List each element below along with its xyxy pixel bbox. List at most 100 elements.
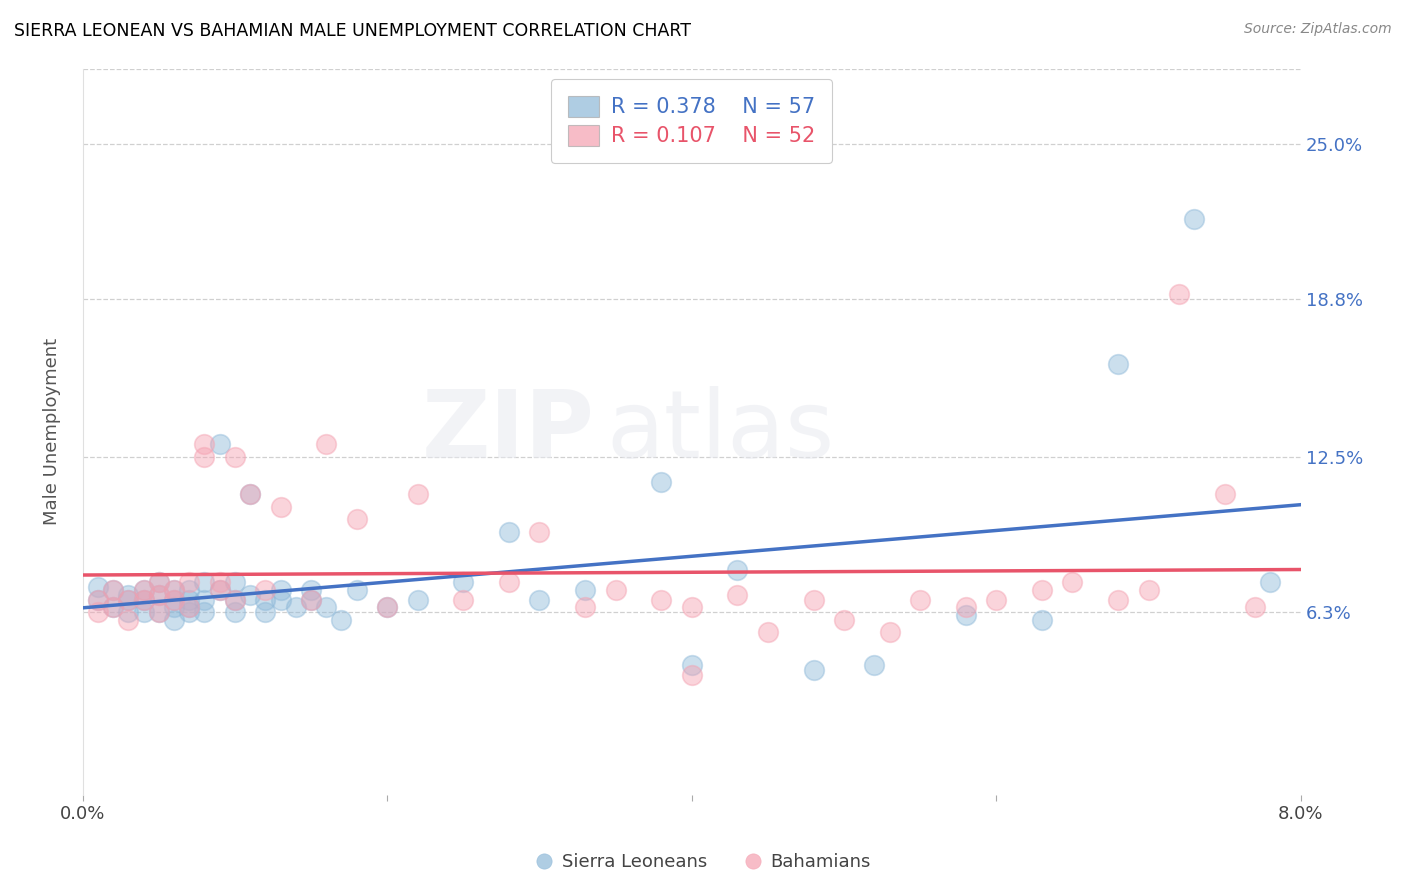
Point	[193, 437, 215, 451]
Point	[132, 582, 155, 597]
Point	[148, 588, 170, 602]
Point	[148, 575, 170, 590]
Point	[148, 575, 170, 590]
Text: ZIP: ZIP	[422, 386, 595, 478]
Point	[1062, 575, 1084, 590]
Legend: Sierra Leoneans, Bahamians: Sierra Leoneans, Bahamians	[527, 847, 879, 879]
Point	[224, 592, 246, 607]
Point	[681, 657, 703, 672]
Point	[375, 600, 398, 615]
Point	[208, 582, 231, 597]
Point	[1244, 600, 1267, 615]
Point	[193, 450, 215, 464]
Point	[87, 592, 110, 607]
Point	[132, 592, 155, 607]
Point	[148, 588, 170, 602]
Point	[117, 605, 139, 619]
Point	[239, 487, 262, 501]
Point	[87, 592, 110, 607]
Point	[574, 600, 596, 615]
Point	[270, 592, 292, 607]
Point	[284, 600, 307, 615]
Point	[650, 592, 672, 607]
Point	[330, 613, 353, 627]
Point	[756, 625, 779, 640]
Point	[179, 575, 201, 590]
Point	[270, 500, 292, 514]
Point	[879, 625, 901, 640]
Point	[148, 605, 170, 619]
Point	[132, 582, 155, 597]
Point	[179, 592, 201, 607]
Point	[224, 575, 246, 590]
Y-axis label: Male Unemployment: Male Unemployment	[44, 338, 60, 525]
Point	[453, 575, 475, 590]
Point	[179, 605, 201, 619]
Point	[375, 600, 398, 615]
Point	[529, 524, 551, 539]
Point	[498, 524, 520, 539]
Point	[224, 605, 246, 619]
Point	[315, 600, 337, 615]
Point	[986, 592, 1008, 607]
Point	[346, 582, 368, 597]
Point	[239, 487, 262, 501]
Point	[299, 592, 322, 607]
Point	[1258, 575, 1281, 590]
Point	[179, 582, 201, 597]
Point	[529, 592, 551, 607]
Point	[1107, 357, 1129, 371]
Point	[163, 582, 186, 597]
Point	[299, 592, 322, 607]
Point	[1168, 287, 1191, 301]
Point	[254, 582, 277, 597]
Point	[117, 592, 139, 607]
Point	[208, 437, 231, 451]
Text: SIERRA LEONEAN VS BAHAMIAN MALE UNEMPLOYMENT CORRELATION CHART: SIERRA LEONEAN VS BAHAMIAN MALE UNEMPLOY…	[14, 22, 692, 40]
Point	[224, 592, 246, 607]
Point	[955, 600, 977, 615]
Point	[239, 588, 262, 602]
Text: Source: ZipAtlas.com: Source: ZipAtlas.com	[1244, 22, 1392, 37]
Point	[208, 575, 231, 590]
Point	[498, 575, 520, 590]
Point	[117, 613, 139, 627]
Point	[254, 605, 277, 619]
Point	[681, 668, 703, 682]
Point	[346, 512, 368, 526]
Point	[650, 475, 672, 489]
Point	[117, 588, 139, 602]
Point	[101, 582, 124, 597]
Point	[208, 582, 231, 597]
Point	[179, 600, 201, 615]
Point	[193, 592, 215, 607]
Point	[863, 657, 886, 672]
Point	[1213, 487, 1236, 501]
Point	[803, 592, 825, 607]
Point	[908, 592, 931, 607]
Point	[224, 450, 246, 464]
Point	[1137, 582, 1160, 597]
Point	[406, 487, 429, 501]
Point	[803, 663, 825, 677]
Point	[453, 592, 475, 607]
Point	[117, 592, 139, 607]
Point	[574, 582, 596, 597]
Point	[681, 600, 703, 615]
Point	[725, 563, 748, 577]
Point	[254, 592, 277, 607]
Point	[179, 600, 201, 615]
Point	[270, 582, 292, 597]
Point	[193, 575, 215, 590]
Point	[955, 607, 977, 622]
Point	[1107, 592, 1129, 607]
Point	[101, 600, 124, 615]
Text: atlas: atlas	[606, 386, 835, 478]
Point	[163, 582, 186, 597]
Point	[87, 605, 110, 619]
Point	[87, 580, 110, 594]
Point	[163, 600, 186, 615]
Point	[132, 605, 155, 619]
Point	[101, 582, 124, 597]
Point	[725, 588, 748, 602]
